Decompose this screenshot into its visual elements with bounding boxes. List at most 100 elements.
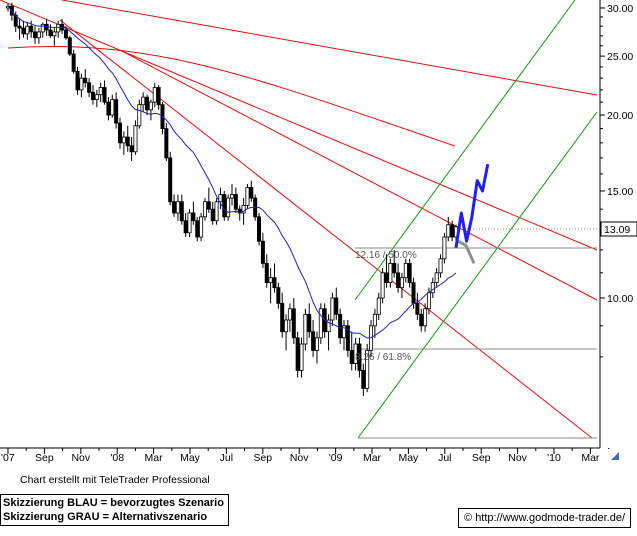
candle: [357, 337, 362, 378]
candle: [419, 308, 424, 332]
x-tick-label: Jul: [220, 452, 233, 464]
x-tick-label: Jul: [438, 452, 451, 464]
candle: [17, 18, 22, 40]
x-tick-label: Mar: [581, 452, 600, 464]
candle: [423, 303, 428, 332]
candle: [307, 303, 312, 338]
candle: [403, 258, 408, 283]
candle: [191, 201, 196, 225]
candle: [384, 254, 389, 288]
candle: [430, 277, 435, 298]
candle: [71, 49, 76, 74]
candle: [326, 314, 331, 351]
candle: [25, 22, 30, 40]
candle: [67, 35, 72, 57]
candle: [396, 263, 401, 293]
candle: [380, 268, 385, 304]
candle: [79, 73, 84, 98]
candle: [40, 22, 45, 38]
scenario-blue-path: [454, 163, 490, 248]
candle: [353, 337, 358, 371]
moving-average-line: [7, 5, 457, 339]
chart-credit: Chart erstellt mit TeleTrader Profession…: [20, 474, 210, 486]
candle: [114, 92, 119, 129]
x-axis: '07 Sep Nov '08 Mar May Jul Sep Nov '09 Mar May Jul S…: [0, 447, 637, 464]
scroll-arrow-icon[interactable]: [601, 449, 637, 463]
current-price-label: 13.09: [604, 224, 630, 236]
x-tick-label: '10: [547, 452, 561, 464]
y-tick-label: 30.00: [607, 3, 633, 15]
candle: [287, 303, 292, 332]
current-price-box: [600, 221, 637, 237]
scenario-gray-path: [457, 239, 476, 265]
candle: [129, 137, 134, 162]
y-tick-label: 25.00: [607, 51, 633, 63]
legend-gray-text: Skizzierung GRAU = Alternativszenario: [3, 511, 208, 523]
candle: [365, 344, 370, 393]
candle: [44, 18, 49, 36]
candle: [314, 331, 319, 364]
candle: [214, 198, 219, 225]
candle: [330, 292, 335, 326]
x-tick-label: Sep: [472, 452, 491, 464]
candle: [172, 194, 177, 217]
x-tick-label: May: [398, 452, 419, 464]
candle: [206, 187, 211, 213]
candle: [183, 212, 188, 237]
candle: [446, 216, 451, 242]
candle: [442, 232, 447, 264]
candle: [75, 66, 80, 95]
y-axis: 30.00 25.00 20.00 15.00 10.00 13.09: [599, 0, 637, 448]
candle: [249, 180, 254, 202]
candle: [295, 331, 300, 378]
candle: [311, 320, 316, 357]
candle: [121, 131, 126, 155]
candle: [156, 85, 161, 110]
candle: [299, 337, 304, 378]
candle: [264, 254, 269, 288]
candle: [399, 272, 404, 298]
candle: [36, 28, 41, 44]
candle: [210, 201, 215, 225]
x-tick-label: Sep: [35, 452, 54, 464]
candle: [175, 194, 180, 221]
x-tick-label: Sep: [253, 452, 272, 464]
fib-level-618-label: 8.26 / 61.8%: [355, 352, 411, 363]
candle: [110, 94, 115, 118]
candle: [118, 117, 123, 149]
candle: [233, 187, 238, 213]
candle: [56, 20, 61, 38]
red-curved-line: [7, 46, 456, 147]
candle: [94, 89, 99, 108]
candle: [152, 82, 157, 108]
candle: [245, 184, 250, 210]
candle: [438, 254, 443, 278]
candle: [291, 298, 296, 345]
candle: [260, 232, 265, 269]
candle: [415, 292, 420, 321]
copyright-link[interactable]: © http://www.godmode-trader.de/: [458, 508, 631, 528]
candle: [52, 28, 57, 46]
candle: [87, 78, 92, 98]
candle: [276, 282, 281, 309]
candle: [303, 308, 308, 351]
candle: [338, 308, 343, 345]
candle: [90, 85, 95, 105]
candle: [125, 125, 130, 152]
candle: [48, 24, 53, 38]
red-resistance-line-2: [0, 0, 598, 251]
y-tick-label: 15.00: [607, 186, 633, 198]
y-tick-label: 20.00: [607, 110, 633, 122]
candle: [21, 20, 26, 38]
candle: [280, 292, 285, 338]
x-tick-label: Nov: [290, 452, 309, 464]
candle: [318, 303, 323, 345]
candle: [218, 187, 223, 210]
candle: [168, 151, 173, 206]
candle: [187, 209, 192, 237]
candle: [202, 198, 207, 221]
candle: [226, 194, 231, 221]
candle: [284, 314, 289, 351]
candle: [434, 268, 439, 288]
candle: [195, 216, 200, 242]
